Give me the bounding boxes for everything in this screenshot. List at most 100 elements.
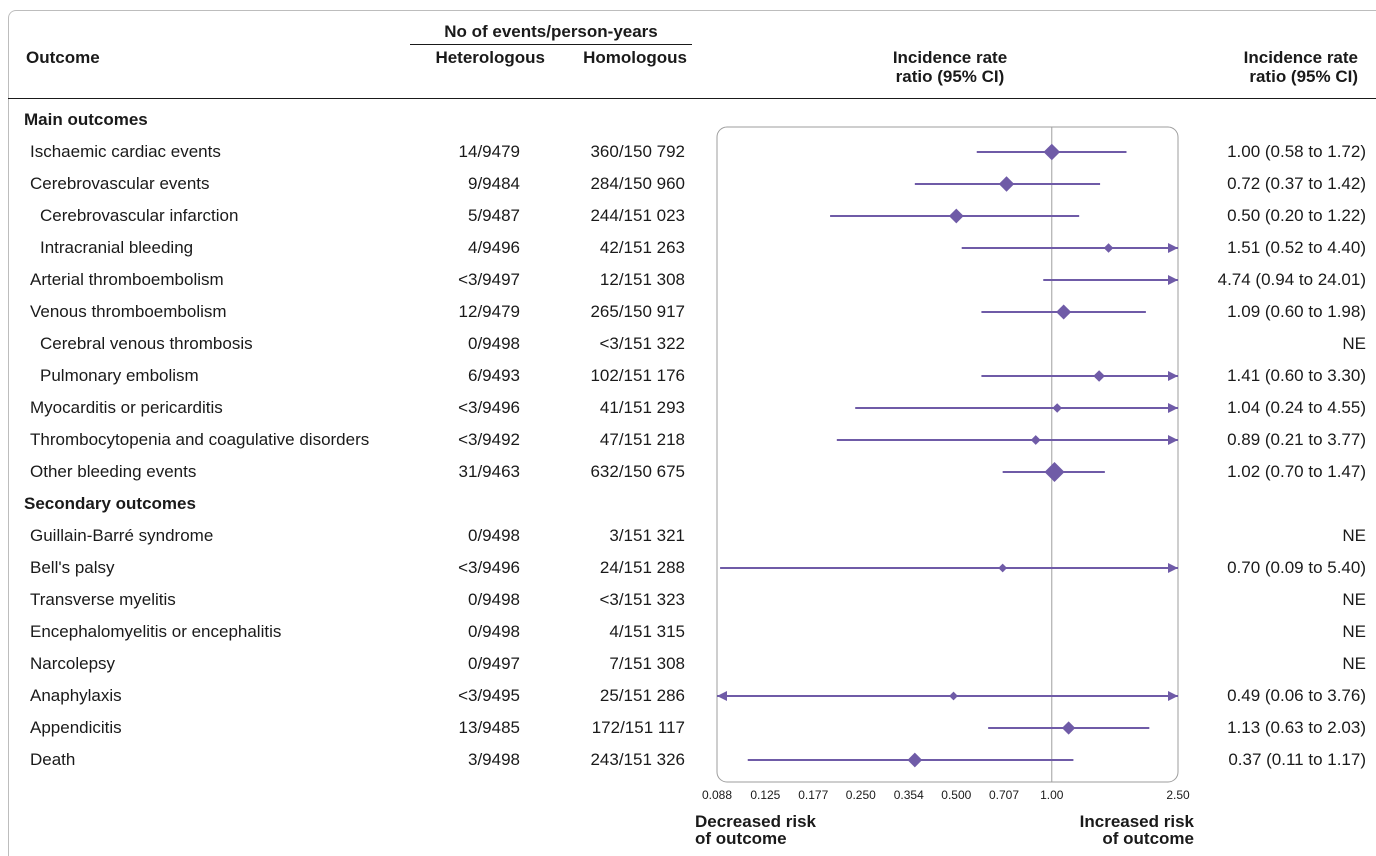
irr-value: 1.00 (0.58 to 1.72): [1227, 142, 1366, 161]
outcome-label: Encephalomyelitis or encephalitis: [30, 622, 282, 641]
point-estimate: [998, 176, 1015, 192]
outcome-label: Cerebrovascular events: [30, 174, 210, 193]
header-outcome: Outcome: [26, 48, 100, 67]
outcome-label: Myocarditis or pericarditis: [30, 398, 223, 417]
heterologous-value: 31/9463: [458, 462, 520, 481]
header-irr-plot-line1: Incidence rate: [892, 48, 1008, 67]
header-irr-col: Incidence rate ratio (95% CI): [1180, 48, 1358, 86]
outcome-label: Ischaemic cardiac events: [30, 142, 221, 161]
outcome-label: Death: [30, 750, 76, 769]
outcome-label: Transverse myelitis: [30, 590, 176, 609]
irr-value: NE: [1342, 654, 1366, 673]
x-tick-label: 2.50: [1166, 788, 1190, 802]
outcome-label: Appendicitis: [30, 718, 122, 737]
heterologous-value: 5/9487: [468, 206, 520, 225]
irr-value: 0.89 (0.21 to 3.77): [1227, 430, 1366, 449]
outcome-label: Pulmonary embolism: [40, 366, 199, 385]
ci-arrow-right: [1168, 563, 1178, 573]
decreased-risk-label: Decreased risk of outcome: [695, 813, 816, 847]
heterologous-value: <3/9492: [458, 430, 520, 449]
x-tick-label: 0.250: [846, 788, 876, 802]
heterologous-value: 9/9484: [468, 174, 520, 193]
header-rule: [8, 98, 1376, 99]
increased-risk-line1: Increased risk: [1079, 812, 1194, 831]
heterologous-value: <3/9497: [458, 270, 520, 289]
x-tick-label: 0.125: [750, 788, 780, 802]
x-tick-label: 0.500: [941, 788, 971, 802]
irr-value: 1.09 (0.60 to 1.98): [1227, 302, 1366, 321]
irr-value: 1.51 (0.52 to 4.40): [1227, 238, 1366, 257]
homologous-value: 42/151 263: [599, 238, 685, 257]
homologous-value: 47/151 218: [599, 430, 685, 449]
header-events-group: No of events/person-years: [444, 22, 658, 41]
irr-value: 0.37 (0.11 to 1.17): [1228, 750, 1366, 769]
heterologous-value: 0/9497: [468, 654, 520, 673]
homologous-value: 360/150 792: [590, 142, 685, 161]
irr-value: 0.72 (0.37 to 1.42): [1227, 174, 1366, 193]
ci-arrow-right: [1168, 371, 1178, 381]
increased-risk-label: Increased risk of outcome: [1020, 813, 1194, 847]
heterologous-value: 6/9493: [468, 366, 520, 385]
point-estimate: [1030, 435, 1041, 445]
point-estimate: [1093, 370, 1105, 382]
x-tick-label: 1.00: [1040, 788, 1064, 802]
homologous-value: 284/150 960: [590, 174, 685, 193]
heterologous-value: 0/9498: [468, 526, 520, 545]
outcome-label: Arterial thromboembolism: [30, 270, 224, 289]
point-estimate: [1103, 243, 1114, 253]
ci-arrow-right: [1168, 435, 1178, 445]
x-tick-label: 0.354: [894, 788, 924, 802]
outcome-label: Thrombocytopenia and coagulative disorde…: [30, 430, 370, 449]
point-estimate: [1043, 143, 1061, 161]
header-homologous: Homologous: [583, 48, 687, 67]
irr-value: 1.02 (0.70 to 1.47): [1227, 462, 1366, 481]
homologous-value: 244/151 023: [590, 206, 685, 225]
heterologous-value: 0/9498: [468, 622, 520, 641]
irr-value: 1.41 (0.60 to 3.30): [1227, 366, 1366, 385]
homologous-value: 3/151 321: [609, 526, 685, 545]
homologous-value: <3/151 322: [599, 334, 685, 353]
header-heterologous: Heterologous: [435, 48, 545, 67]
point-estimate: [1056, 304, 1072, 320]
heterologous-value: 4/9496: [468, 238, 520, 257]
irr-value: 0.49 (0.06 to 3.76): [1227, 686, 1366, 705]
x-tick-label: 0.707: [989, 788, 1019, 802]
irr-value: 1.04 (0.24 to 4.55): [1227, 398, 1366, 417]
header-irr-col-line1: Incidence rate: [1243, 48, 1358, 67]
ci-arrow-right: [1168, 243, 1178, 253]
outcome-label: Venous thromboembolism: [30, 302, 227, 321]
homologous-value: 12/151 308: [599, 270, 685, 289]
header-irr-plot: Incidence rate ratio (95% CI): [840, 48, 1060, 86]
heterologous-value: <3/9496: [458, 558, 520, 577]
irr-value: NE: [1342, 622, 1366, 641]
outcome-label: Narcolepsy: [30, 654, 116, 673]
outcome-label: Anaphylaxis: [30, 686, 122, 705]
point-estimate: [998, 563, 1008, 573]
decreased-risk-line1: Decreased risk: [695, 812, 816, 831]
ci-arrow-right: [1168, 691, 1178, 701]
homologous-value: 265/150 917: [590, 302, 685, 321]
outcome-label: Other bleeding events: [30, 462, 197, 481]
heterologous-value: 0/9498: [468, 590, 520, 609]
irr-value: 0.50 (0.20 to 1.22): [1227, 206, 1366, 225]
homologous-value: 41/151 293: [599, 398, 685, 417]
homologous-value: 172/151 117: [591, 718, 685, 737]
homologous-value: 243/151 326: [590, 750, 685, 769]
homologous-value: 7/151 308: [609, 654, 685, 673]
heterologous-value: 13/9485: [458, 718, 520, 737]
x-tick-label: 0.177: [798, 788, 828, 802]
homologous-value: <3/151 323: [599, 590, 685, 609]
heterologous-value: <3/9496: [458, 398, 520, 417]
homologous-value: 24/151 288: [599, 558, 685, 577]
outcome-label: Bell's palsy: [30, 558, 115, 577]
homologous-value: 102/151 176: [590, 366, 685, 385]
decreased-risk-line2: of outcome: [695, 829, 787, 848]
point-estimate: [1061, 721, 1076, 735]
heterologous-value: 3/9498: [468, 750, 520, 769]
irr-value: NE: [1342, 334, 1366, 353]
irr-value: 4.74 (0.94 to 24.01): [1217, 270, 1366, 289]
plot-area: [716, 126, 1179, 783]
heterologous-value: 14/9479: [458, 142, 520, 161]
outcome-label: Guillain-Barré syndrome: [30, 526, 214, 545]
